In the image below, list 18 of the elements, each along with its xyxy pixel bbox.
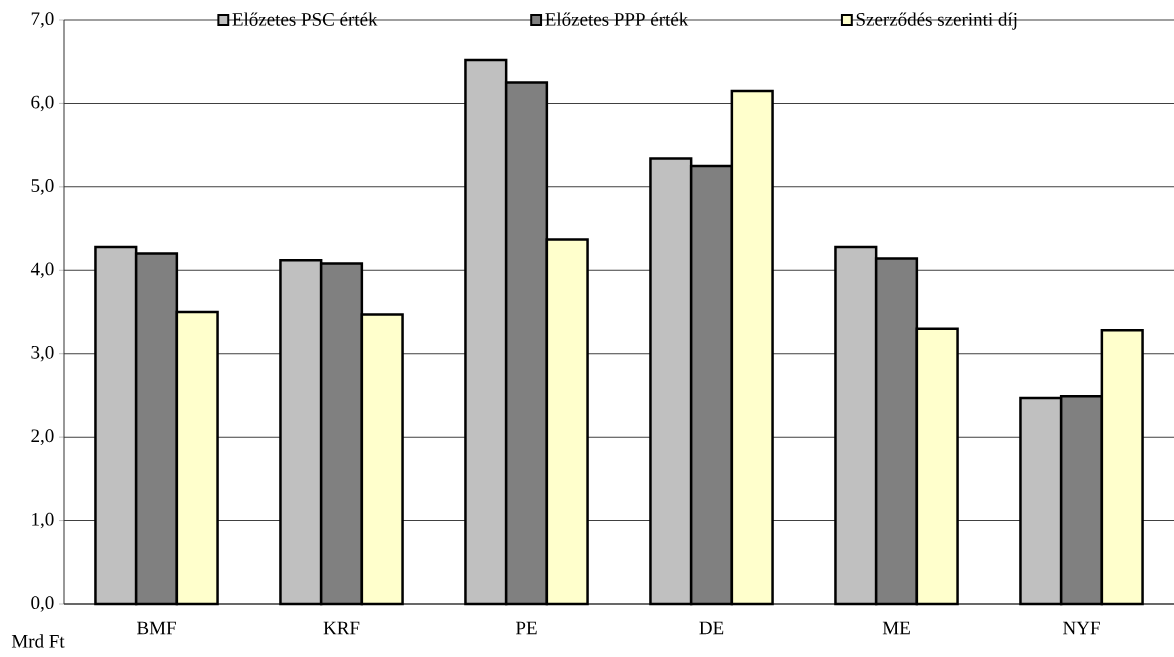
x-tick-label: DE [699,621,724,635]
y-tick-label: 5,0 [31,179,54,195]
legend-label: Előzetes PSC érték [232,12,378,26]
x-tick-label: BMF [136,621,176,635]
y-axis-title: Mrd Ft [11,634,65,648]
y-tick-label: 0,0 [31,596,54,612]
y-tick-label: 4,0 [30,262,54,279]
y-tick-label: 2,0 [31,429,54,445]
y-tick-label: 6,0 [31,95,54,112]
y-tick-label: 7,0 [31,12,54,28]
x-tick-label: NYF [1063,621,1100,635]
x-tick-label: KRF [323,621,360,635]
legend-label: Előzetes PPP érték [545,12,689,26]
y-tick-label: 3,0 [31,345,54,362]
legend-label: Szerződés szerinti díj [856,12,1017,30]
x-tick-label: PE [515,621,537,635]
y-tick-label: 1,0 [32,512,54,529]
x-tick-label: ME [882,621,910,635]
